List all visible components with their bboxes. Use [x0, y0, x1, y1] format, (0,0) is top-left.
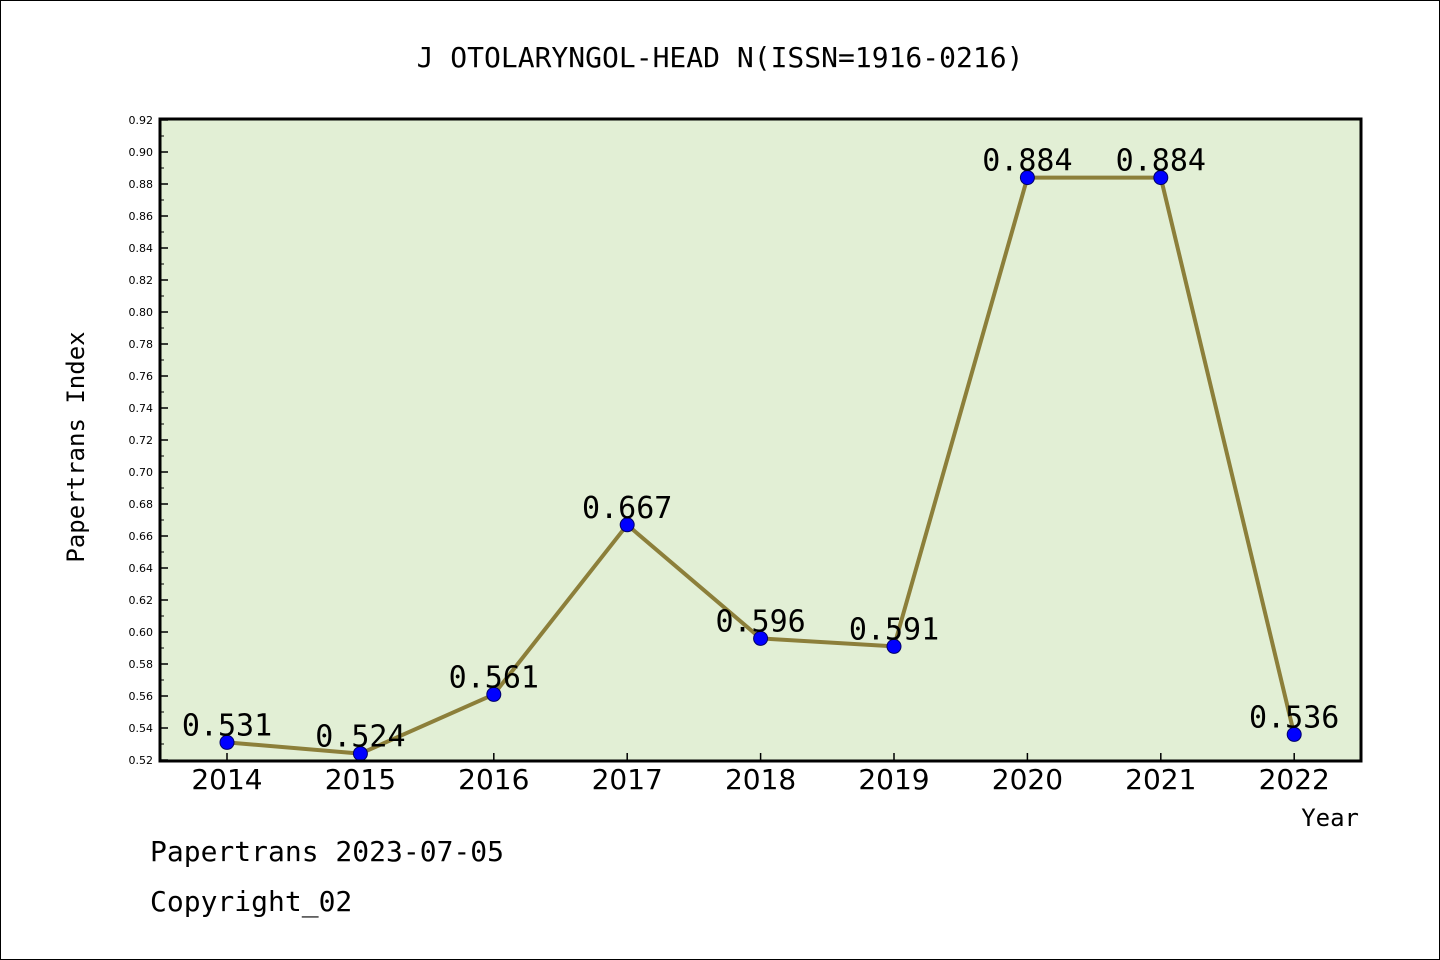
- y-tick-label: 0.56: [129, 690, 154, 703]
- y-tick-label: 0.78: [129, 338, 154, 351]
- y-axis-title: Papertrans Index: [62, 331, 90, 562]
- data-point: [753, 630, 769, 646]
- y-tick-label: 0.74: [129, 402, 154, 415]
- x-tick-label: 2017: [592, 763, 663, 796]
- data-label: 0.884: [982, 144, 1072, 179]
- footer-copyright: Copyright_02: [150, 885, 353, 918]
- x-tick-label: 2022: [1259, 763, 1330, 796]
- x-tick-label: 2021: [1125, 763, 1196, 796]
- x-tick-label: 2019: [858, 763, 929, 796]
- y-tick-label: 0.64: [129, 562, 154, 575]
- data-label: 0.667: [582, 491, 672, 526]
- plot-area: [160, 119, 1361, 761]
- data-point: [486, 686, 502, 702]
- y-tick-label: 0.58: [129, 658, 154, 671]
- y-tick-label: 0.76: [129, 370, 154, 383]
- data-label: 0.591: [849, 612, 939, 647]
- data-label: 0.596: [715, 604, 805, 639]
- y-tick-label: 0.86: [129, 210, 154, 223]
- footer-date: Papertrans 2023-07-05: [150, 835, 505, 868]
- y-tick-label: 0.66: [129, 530, 154, 543]
- y-tick-label: 0.70: [129, 466, 154, 479]
- y-tick-label: 0.82: [129, 274, 154, 287]
- data-label: 0.561: [449, 660, 539, 695]
- y-tick-label: 0.92: [129, 114, 154, 127]
- data-point: [219, 734, 235, 750]
- y-tick-label: 0.68: [129, 498, 154, 511]
- data-point: [1019, 170, 1035, 186]
- data-label: 0.884: [1116, 144, 1206, 179]
- data-point: [886, 638, 902, 654]
- y-tick-label: 0.84: [129, 242, 154, 255]
- data-label: 0.531: [182, 708, 272, 743]
- x-axis-title: Year: [1301, 804, 1359, 832]
- y-tick-label: 0.60: [129, 626, 154, 639]
- y-tick-label: 0.54: [129, 722, 154, 735]
- y-tick-label: 0.52: [129, 754, 154, 767]
- data-point: [619, 517, 635, 533]
- x-tick-label: 2018: [725, 763, 796, 796]
- x-tick-label: 2015: [325, 763, 396, 796]
- data-label: 0.536: [1249, 700, 1339, 735]
- plot-border: [158, 117, 1363, 763]
- y-tick-label: 0.90: [129, 146, 154, 159]
- x-tick-label: 2014: [191, 763, 262, 796]
- x-tick-label: 2020: [992, 763, 1063, 796]
- y-tick-label: 0.80: [129, 306, 154, 319]
- y-tick-label: 0.72: [129, 434, 154, 447]
- data-point: [1286, 726, 1302, 742]
- y-tick-label: 0.62: [129, 594, 154, 607]
- y-tick-label: 0.88: [129, 178, 154, 191]
- chart-title: J OTOLARYNGOL-HEAD N(ISSN=1916-0216): [417, 41, 1024, 74]
- data-label: 0.524: [315, 720, 405, 755]
- x-tick-label: 2016: [458, 763, 529, 796]
- data-point: [1153, 170, 1169, 186]
